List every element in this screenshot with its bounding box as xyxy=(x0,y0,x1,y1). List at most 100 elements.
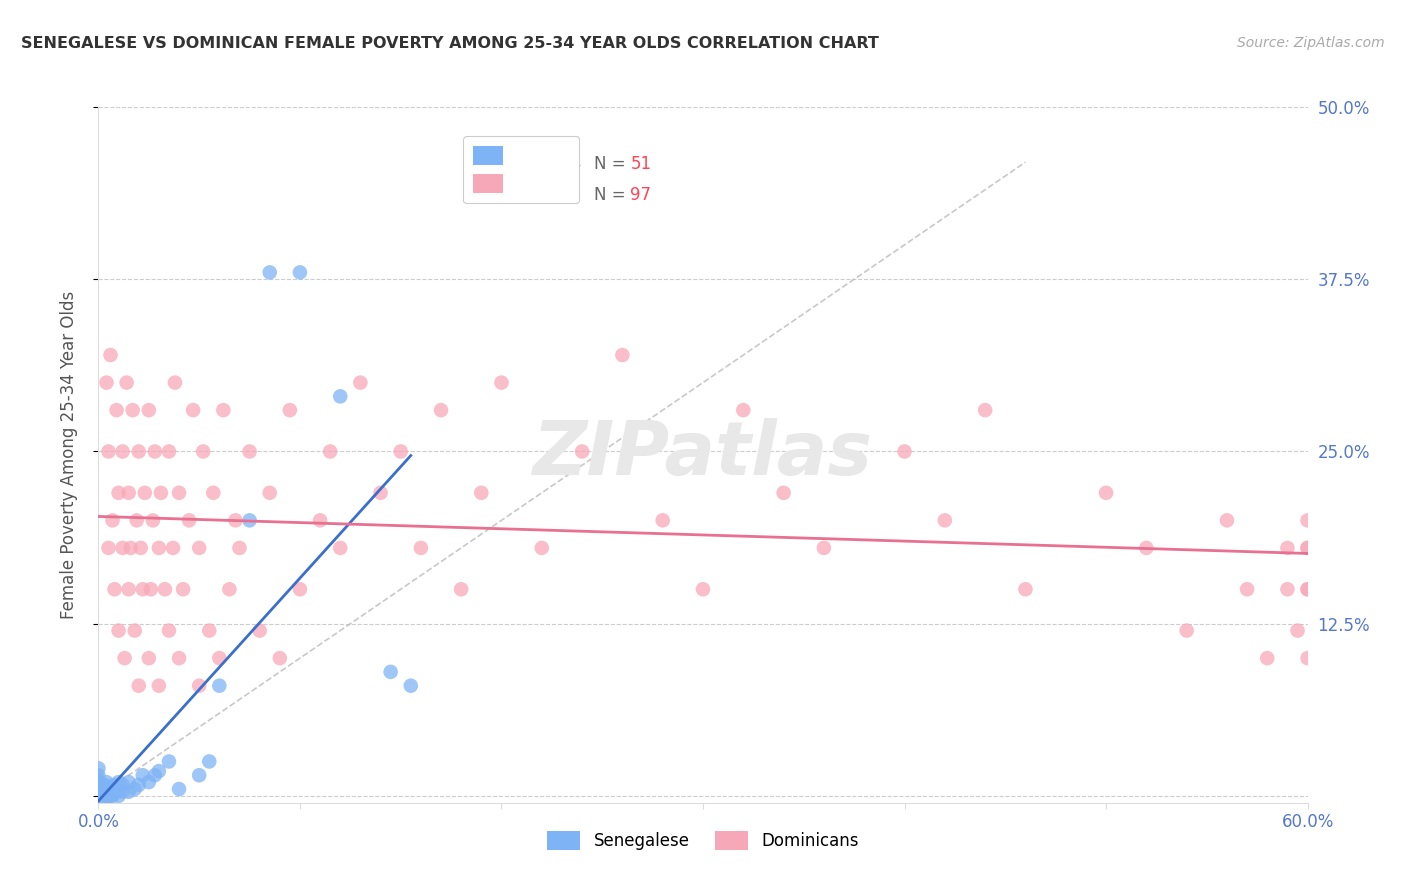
Point xyxy=(87,785,110,799)
Point xyxy=(167,782,190,797)
Point xyxy=(167,651,190,665)
Point xyxy=(114,651,136,665)
Point xyxy=(103,778,125,792)
Point xyxy=(1236,582,1258,597)
Point xyxy=(974,403,997,417)
Point xyxy=(188,679,211,693)
Point xyxy=(148,764,170,778)
Point xyxy=(87,775,110,789)
Point xyxy=(111,785,134,799)
Point xyxy=(128,778,150,792)
Point xyxy=(134,485,156,500)
Point xyxy=(450,582,472,597)
Point xyxy=(96,789,118,803)
Point xyxy=(278,403,301,417)
Point xyxy=(148,679,170,693)
Point xyxy=(259,485,281,500)
Point xyxy=(153,582,176,597)
Point xyxy=(157,755,180,769)
Point xyxy=(96,376,118,390)
Point xyxy=(111,778,134,792)
Point xyxy=(1014,582,1036,597)
Point xyxy=(138,651,160,665)
Point xyxy=(128,679,150,693)
Point xyxy=(138,775,160,789)
Point xyxy=(571,444,593,458)
Point xyxy=(1216,513,1239,527)
Point xyxy=(167,485,190,500)
Point xyxy=(212,403,235,417)
Point xyxy=(934,513,956,527)
Point xyxy=(93,783,115,797)
Text: 0.335: 0.335 xyxy=(534,186,582,203)
Legend: Senegalese, Dominicans: Senegalese, Dominicans xyxy=(540,824,866,857)
Point xyxy=(157,624,180,638)
Point xyxy=(202,485,225,500)
Point xyxy=(1296,582,1319,597)
Point xyxy=(692,582,714,597)
Point xyxy=(349,376,371,390)
Point xyxy=(115,376,138,390)
Point xyxy=(96,775,118,789)
Point xyxy=(101,782,124,797)
Point xyxy=(224,513,246,527)
Point xyxy=(118,785,141,799)
Point xyxy=(129,541,152,555)
Point xyxy=(249,624,271,638)
Text: 51: 51 xyxy=(630,155,651,173)
Point xyxy=(107,485,129,500)
Point xyxy=(107,624,129,638)
Point xyxy=(118,485,141,500)
Point xyxy=(162,541,184,555)
Point xyxy=(380,665,402,679)
Point xyxy=(163,376,186,390)
Point xyxy=(103,786,125,800)
Point xyxy=(1296,541,1319,555)
Point xyxy=(1296,651,1319,665)
Point xyxy=(97,785,120,799)
Point xyxy=(97,789,120,803)
Point xyxy=(124,624,146,638)
Point xyxy=(1277,582,1299,597)
Point xyxy=(111,541,134,555)
Point xyxy=(813,541,835,555)
Text: 97: 97 xyxy=(630,186,651,203)
Point xyxy=(208,651,231,665)
Point xyxy=(1175,624,1198,638)
Point xyxy=(148,541,170,555)
Point xyxy=(218,582,240,597)
Point xyxy=(259,265,281,279)
Point xyxy=(530,541,553,555)
Point xyxy=(139,582,162,597)
Point xyxy=(97,444,120,458)
Point xyxy=(96,782,118,797)
Point xyxy=(309,513,332,527)
Point xyxy=(101,789,124,803)
Point xyxy=(1277,541,1299,555)
Text: N =: N = xyxy=(595,186,626,203)
Point xyxy=(329,389,352,403)
Point xyxy=(1135,541,1157,555)
Point xyxy=(132,582,155,597)
Point xyxy=(143,768,166,782)
Text: ZIPatlas: ZIPatlas xyxy=(533,418,873,491)
Point xyxy=(181,403,204,417)
Point xyxy=(100,783,122,797)
Point xyxy=(138,403,160,417)
Point xyxy=(239,513,262,527)
Point xyxy=(93,778,115,792)
Text: Source: ZipAtlas.com: Source: ZipAtlas.com xyxy=(1237,36,1385,50)
Y-axis label: Female Poverty Among 25-34 Year Olds: Female Poverty Among 25-34 Year Olds xyxy=(59,291,77,619)
Point xyxy=(87,761,110,775)
Point xyxy=(132,768,155,782)
Point xyxy=(228,541,250,555)
Text: 0.154: 0.154 xyxy=(534,155,582,173)
Point xyxy=(100,789,122,803)
Point xyxy=(128,444,150,458)
Point xyxy=(121,403,143,417)
Point xyxy=(143,444,166,458)
Point xyxy=(1296,582,1319,597)
Point xyxy=(651,513,673,527)
Point xyxy=(198,755,221,769)
Point xyxy=(107,783,129,797)
